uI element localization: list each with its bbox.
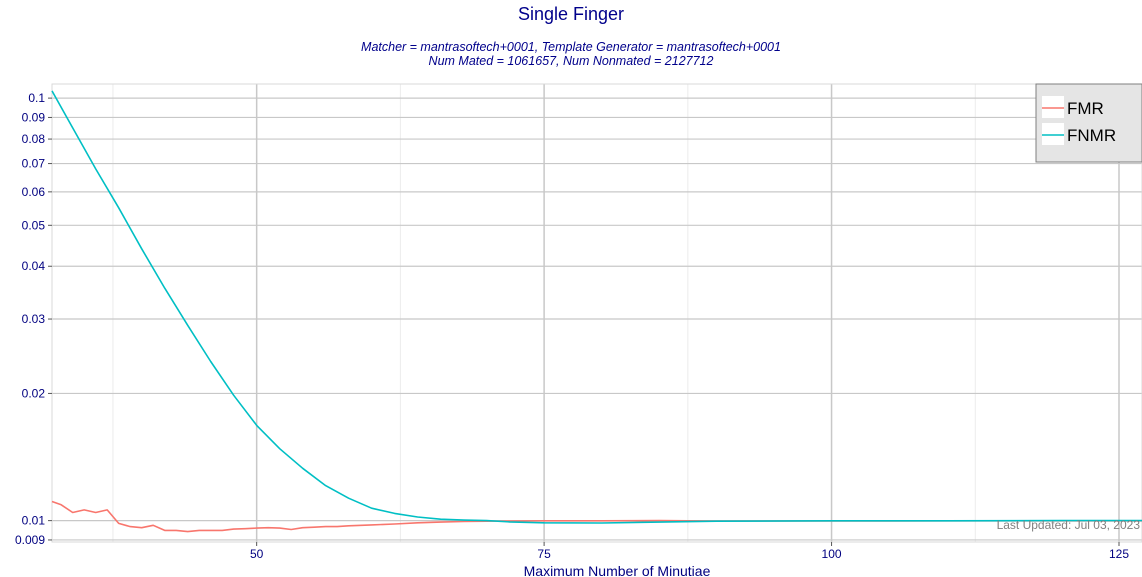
x-tick-label: 100 [822, 547, 842, 561]
y-tick-label: 0.04 [22, 259, 46, 273]
x-tick-label: 125 [1109, 547, 1129, 561]
series-line-fmr [51, 500, 1142, 533]
major-gridlines [52, 84, 1142, 542]
chart-subtitle-line-1: Matcher = mantrasoftech+0001, Template G… [361, 40, 781, 54]
y-tick-label: 0.09 [22, 110, 46, 124]
legend-label-fnmr: FNMR [1067, 126, 1116, 145]
series-line-fnmr [51, 90, 1142, 524]
y-tick-label: 0.02 [22, 386, 46, 400]
chart-subtitle-line-2: Num Mated = 1061657, Num Nonmated = 2127… [428, 54, 714, 68]
y-tick-label: 0.06 [22, 185, 46, 199]
legend-key-bg [1042, 96, 1064, 118]
y-tick-label: 0.07 [22, 157, 46, 171]
y-tick-label: 0.03 [22, 312, 46, 326]
x-tick-label: 50 [250, 547, 264, 561]
chart-title: Single Finger [517, 4, 625, 24]
x-axis: 50 75 100 125 [250, 542, 1129, 561]
y-tick-label: 0.08 [22, 132, 46, 146]
legend-key-bg [1042, 123, 1064, 145]
last-updated-annotation: Last Updated: Jul 03, 2023 [997, 518, 1141, 532]
y-tick-label: 0.1 [28, 91, 45, 105]
x-tick-label: 75 [537, 547, 551, 561]
series-layer [51, 90, 1142, 533]
legend: FMR FNMR [1035, 83, 1142, 163]
minor-gridlines [112, 84, 976, 542]
y-tick-label: 0.05 [22, 218, 46, 232]
y-axis: 0.009 0.01 0.02 0.03 0.04 0.05 0.06 0.07 0.08 0.0… [15, 91, 52, 547]
plot-area [51, 83, 1142, 543]
x-axis-label: Maximum Number of Minutiae [524, 563, 711, 577]
y-tick-label: 0.01 [22, 514, 46, 528]
legend-label-fmr: FMR [1067, 99, 1104, 118]
y-tick-label: 0.009 [15, 533, 45, 547]
